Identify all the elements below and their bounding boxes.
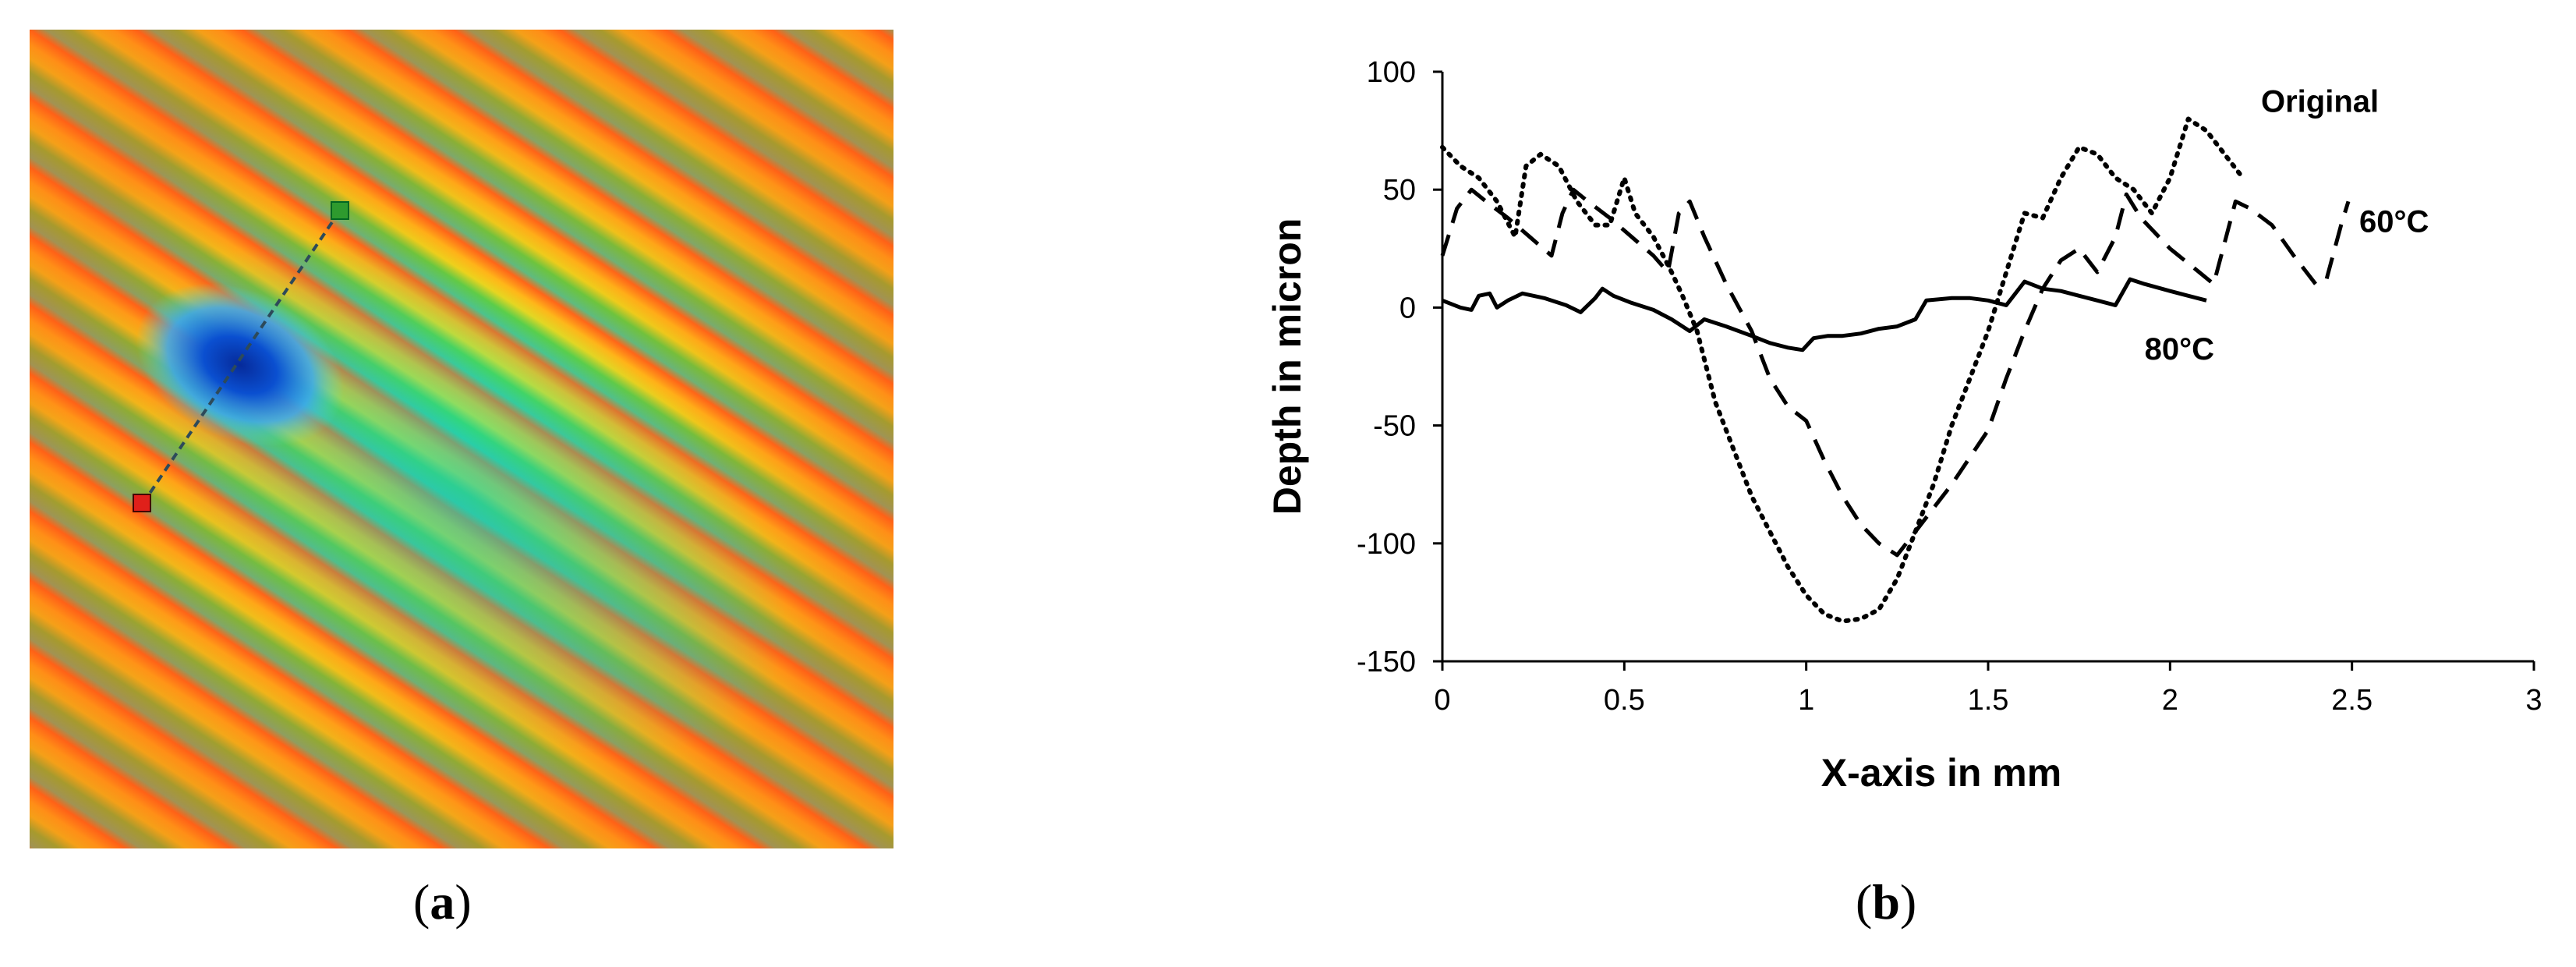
x-tick-label: 1 <box>1798 684 1814 717</box>
depth-profile-chart: 100 50 0 -50 -100 -150 0 0.5 1 1.5 2 2.5 3 X-axis in … <box>1216 31 2542 842</box>
x-tick-label: 1.5 <box>1968 684 2009 717</box>
y-axis-label: Depth in micron <box>1265 218 1309 515</box>
y-tick-label: 100 <box>1367 56 1416 89</box>
series-annotation: 60°C <box>2359 205 2429 239</box>
caption-a: (a) <box>413 874 472 930</box>
defect-spot <box>136 283 345 447</box>
surface-heatmap <box>30 30 893 848</box>
y-tick-label: -150 <box>1357 646 1416 678</box>
caption-b: (b) <box>1856 874 1917 930</box>
series-line-original <box>1440 116 2245 624</box>
profile-start-marker <box>133 494 151 512</box>
series-annotation: 80°C <box>2145 332 2214 367</box>
x-tick-label: 0 <box>1434 684 1450 717</box>
x-tick-label: 0.5 <box>1604 684 1645 717</box>
y-tick-label: 50 <box>1383 174 1416 207</box>
series-line-60-c <box>1440 187 2351 558</box>
chart-svg: 100 50 0 -50 -100 -150 0 0.5 1 1.5 2 2.5 3 X-axis in … <box>1265 56 2542 795</box>
profile-end-marker <box>331 201 349 220</box>
y-tick-label: -50 <box>1373 410 1416 443</box>
x-tick-label: 3 <box>2525 684 2542 717</box>
x-axis-label: X-axis in mm <box>1821 751 2061 795</box>
profile-line <box>141 209 341 505</box>
y-tick-label: -100 <box>1357 528 1416 561</box>
surface-heatmap-svg <box>30 30 893 848</box>
x-tick-label: 2.5 <box>2331 684 2373 717</box>
x-tick-label: 2 <box>2162 684 2178 717</box>
series-line-80-c <box>1442 277 2207 352</box>
y-tick-label: 0 <box>1399 292 1416 324</box>
series-annotation: Original <box>2261 84 2379 119</box>
